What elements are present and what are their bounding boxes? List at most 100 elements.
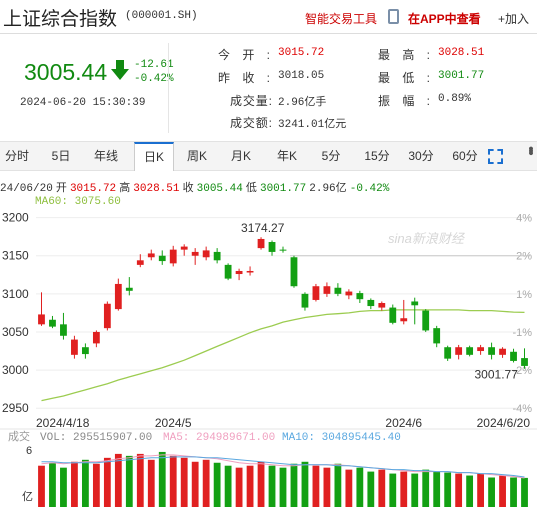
candle-body: [257, 238, 265, 249]
candle-body: [169, 249, 177, 264]
view-in-app-link[interactable]: 在APP中查看: [408, 12, 481, 26]
tab-daily-k[interactable]: 日K: [134, 142, 174, 171]
y-tick-label: 3050: [2, 325, 29, 339]
y-tick-label: 3200: [2, 211, 29, 225]
volume-bar: [400, 471, 408, 507]
volume-bar: [301, 461, 309, 507]
candle-body: [103, 303, 111, 329]
candle-body: [60, 324, 67, 336]
volume-bar: [103, 457, 111, 507]
stat-label-open: 今开:: [218, 48, 270, 62]
ohlc-high: 3028.51: [133, 183, 180, 195]
y-tick-label: 2950: [2, 401, 29, 415]
tab-yearline[interactable]: 年线: [93, 149, 118, 163]
tab-15min[interactable]: 15分: [364, 149, 390, 163]
volume-bar: [136, 453, 144, 507]
volume-bar: [125, 455, 133, 507]
candle-body: [455, 347, 463, 355]
volume-bar: [411, 473, 419, 507]
ohlc-low-label: 低: [245, 182, 257, 194]
candle-body: [367, 299, 375, 307]
ohlc-pct: -0.42%: [349, 183, 390, 195]
candle-body: [125, 287, 133, 291]
candle-body: [290, 257, 298, 287]
candle-body: [400, 318, 408, 322]
volume-bar: [466, 475, 474, 507]
pct-tick-label: -2%: [512, 365, 532, 377]
ohlc-close-label: 收: [182, 182, 194, 194]
add-watchlist-button[interactable]: +加入: [498, 12, 530, 26]
volume-bar: [367, 471, 375, 507]
candle-body: [147, 253, 155, 258]
candle-body: [191, 251, 199, 256]
ohlc-open: 3015.72: [69, 183, 117, 195]
candle-body: [411, 301, 419, 306]
volume-bar: [521, 477, 528, 507]
vol-legend: VOL: 295515907.00: [40, 432, 152, 444]
volume-bar: [224, 465, 232, 507]
tab-60min[interactable]: 60分: [452, 149, 478, 163]
tab-5day[interactable]: 5日: [51, 149, 71, 163]
x-tick-label: 2024/4/18: [36, 416, 90, 430]
volume-bar: [312, 465, 320, 507]
vol-unit-top: 6: [26, 445, 32, 457]
ohlc-date: 24/06/20: [0, 183, 53, 195]
candle-body: [488, 347, 495, 355]
fullscreen-icon[interactable]: [488, 149, 503, 164]
tab-weekly-k[interactable]: 周K: [186, 149, 207, 163]
candle-body: [246, 270, 254, 273]
period-tabs: 分时 5日 年线 日K 周K 月K 年K 5分 15分 30分 60分 •••: [0, 141, 537, 171]
phone-icon[interactable]: [388, 9, 399, 24]
vol-ma10-line: [41, 456, 525, 478]
sina-watermark: sina新浪财经: [388, 231, 464, 246]
volume-bar: [246, 465, 254, 507]
volume-bar: [290, 463, 298, 507]
candle-body: [312, 286, 320, 300]
y-tick-label: 3100: [2, 287, 29, 301]
volume-bar: [38, 465, 45, 507]
candle-body: [114, 283, 122, 310]
quote-header: 上证综合指数 (000001.SH) 智能交易工具 在APP中查看 +加入: [0, 0, 537, 34]
volume-bar: [323, 467, 331, 507]
tab-yearly-k[interactable]: 年K: [276, 149, 297, 163]
stat-value-turnover: 3241.01亿元: [278, 119, 347, 131]
stat-label-volume: 成交量:: [230, 94, 272, 108]
pct-tick-label: 1%: [516, 289, 532, 301]
current-price: 3005.44: [24, 59, 108, 85]
candle-body: [345, 291, 353, 296]
stat-value-high: 3028.51: [438, 47, 485, 59]
volume-bar: [158, 451, 166, 507]
volume-bar: [60, 467, 67, 507]
candle-body: [466, 347, 474, 355]
candle-body: [213, 251, 221, 261]
volume-bar: [510, 477, 517, 507]
candle-body: [356, 293, 364, 300]
tab-intraday[interactable]: 分时: [4, 149, 29, 163]
volume-bar: [235, 467, 243, 507]
candle-body: [202, 250, 210, 258]
tab-5min[interactable]: 5分: [321, 149, 341, 163]
stat-value-low: 3001.77: [438, 70, 485, 82]
candle-body: [499, 348, 506, 355]
candle-body: [510, 351, 517, 361]
ma60-label: MA60: 3075.60: [35, 196, 121, 208]
stat-label-prev-close: 昨收:: [218, 71, 270, 85]
stat-value-amplitude: 0.89%: [438, 93, 472, 105]
candle-body: [323, 286, 331, 294]
divider: [168, 43, 169, 133]
tab-monthly-k[interactable]: 月K: [230, 149, 251, 163]
candle-body: [521, 358, 528, 366]
tab-30min[interactable]: 30分: [408, 149, 434, 163]
trading-tool-link[interactable]: 智能交易工具: [305, 12, 378, 26]
volume-caption: 成交: [8, 429, 30, 443]
volume-bar: [213, 462, 221, 507]
change-value: -12.61: [134, 59, 174, 71]
low-annotation: 3001.77: [475, 368, 519, 382]
y-tick-label: 3150: [2, 249, 29, 263]
candle-body: [378, 302, 386, 308]
pct-tick-label: 2%: [516, 251, 532, 263]
more-dots-icon[interactable]: •••: [522, 146, 537, 153]
volume-bar: [389, 473, 397, 507]
x-tick-label: 2024/6: [385, 416, 422, 430]
